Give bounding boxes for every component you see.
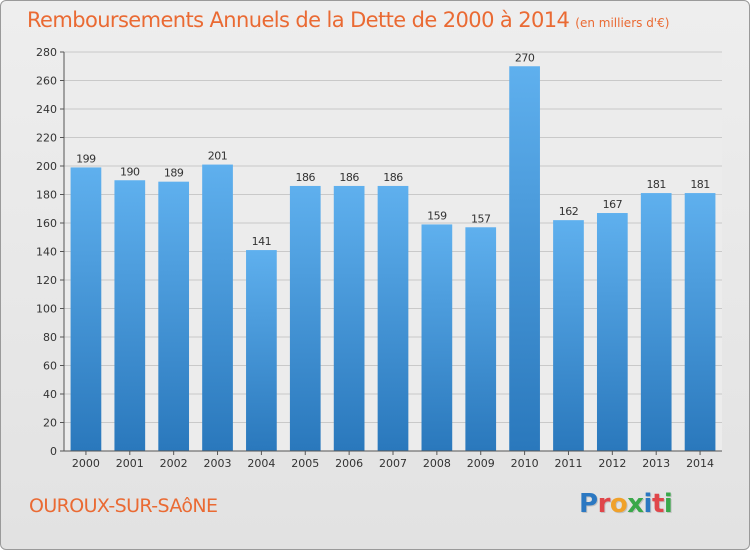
bar: [553, 220, 584, 451]
data-label: 157: [471, 212, 491, 225]
y-tick-label: 140: [36, 246, 57, 259]
data-label: 201: [208, 150, 228, 163]
y-tick-label: 80: [43, 331, 57, 344]
data-label: 181: [646, 178, 666, 191]
x-tick-label: 2009: [467, 457, 495, 470]
y-tick-label: 220: [36, 132, 57, 145]
y-tick-label: 200: [36, 160, 57, 173]
data-label: 186: [296, 171, 316, 184]
bar: [509, 66, 540, 451]
y-tick-label: 0: [50, 445, 57, 458]
data-label: 199: [76, 152, 96, 165]
x-tick-label: 2001: [116, 457, 144, 470]
chart-title-text: Remboursements Annuels de la Dette de 20…: [27, 8, 570, 32]
y-tick-label: 180: [36, 189, 57, 202]
y-tick-label: 260: [36, 75, 57, 88]
bar: [333, 185, 365, 451]
x-tick-label: 2003: [204, 457, 232, 470]
x-tick-label: 2014: [686, 457, 714, 470]
bar: [70, 167, 102, 452]
x-tick-label: 2002: [160, 457, 188, 470]
data-label: 186: [383, 171, 403, 184]
y-tick-label: 240: [36, 103, 57, 116]
x-tick-label: 2004: [247, 457, 275, 470]
data-label: 141: [252, 235, 272, 248]
data-label: 181: [690, 178, 710, 191]
bar: [246, 250, 277, 451]
logo-letter: i: [663, 489, 673, 519]
bar: [640, 193, 672, 451]
logo-letter: r: [597, 489, 611, 519]
commune-name: OUROUX-SUR-SAôNE: [29, 495, 218, 517]
logo-letter: i: [643, 489, 653, 519]
x-tick-label: 2011: [554, 457, 582, 470]
data-label: 270: [515, 51, 535, 64]
y-tick-label: 60: [43, 360, 57, 373]
y-tick-label: 160: [36, 217, 57, 230]
data-label: 167: [603, 198, 623, 211]
logo-letter: P: [579, 489, 598, 519]
data-label: 190: [120, 165, 140, 178]
data-label: 162: [559, 205, 579, 218]
bar: [202, 164, 233, 451]
y-tick-label: 40: [43, 388, 57, 401]
x-tick-label: 2000: [72, 457, 100, 470]
chart-subtitle: (en milliers d'€): [575, 16, 670, 30]
x-tick-label: 2008: [423, 457, 451, 470]
bar: [289, 185, 321, 451]
bar: [684, 193, 716, 451]
x-tick-label: 2012: [598, 457, 626, 470]
x-tick-label: 2006: [335, 457, 363, 470]
y-tick-label: 20: [43, 417, 57, 430]
proxiti-logo[interactable]: Proxiti: [579, 489, 673, 519]
bar: [421, 224, 453, 451]
y-tick-label: 100: [36, 303, 57, 316]
logo-letter: o: [609, 489, 628, 519]
data-label: 186: [339, 171, 359, 184]
x-tick-label: 2010: [511, 457, 539, 470]
bar: [377, 185, 409, 451]
logo-letter: x: [627, 489, 644, 519]
y-tick-label: 280: [36, 46, 57, 59]
x-tick-label: 2007: [379, 457, 407, 470]
data-label: 159: [427, 209, 447, 222]
data-label: 189: [164, 167, 184, 180]
y-tick-label: 120: [36, 274, 57, 287]
x-tick-label: 2005: [291, 457, 319, 470]
bar: [596, 213, 628, 451]
bar: [465, 227, 497, 451]
chart-title: Remboursements Annuels de la Dette de 20…: [27, 8, 669, 32]
logo-letter: t: [651, 489, 664, 519]
x-tick-label: 2013: [642, 457, 670, 470]
bar: [158, 181, 190, 452]
bar: [114, 180, 146, 451]
